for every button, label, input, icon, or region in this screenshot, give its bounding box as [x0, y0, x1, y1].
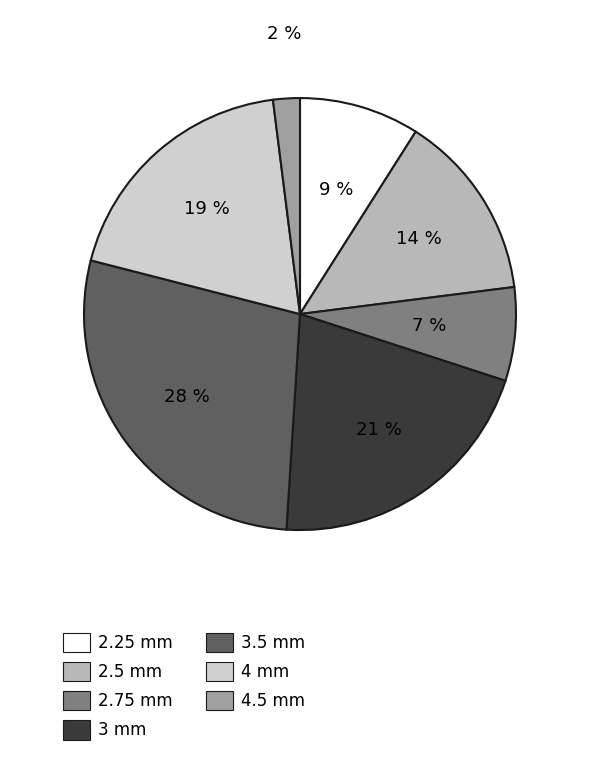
Wedge shape: [300, 287, 516, 381]
Text: 7 %: 7 %: [412, 317, 446, 336]
Text: 28 %: 28 %: [164, 388, 209, 405]
Legend: 2.25 mm, 2.5 mm, 2.75 mm, 3 mm, 3.5 mm, 4 mm, 4.5 mm: 2.25 mm, 2.5 mm, 2.75 mm, 3 mm, 3.5 mm, …: [56, 626, 312, 746]
Wedge shape: [91, 100, 300, 314]
Wedge shape: [300, 98, 416, 314]
Wedge shape: [273, 98, 300, 314]
Text: 9 %: 9 %: [319, 181, 353, 198]
Text: 14 %: 14 %: [395, 230, 442, 248]
Wedge shape: [300, 132, 514, 314]
Wedge shape: [84, 260, 300, 529]
Text: 2 %: 2 %: [267, 25, 302, 43]
Wedge shape: [286, 314, 505, 530]
Text: 21 %: 21 %: [356, 421, 402, 439]
Text: 19 %: 19 %: [184, 200, 230, 218]
